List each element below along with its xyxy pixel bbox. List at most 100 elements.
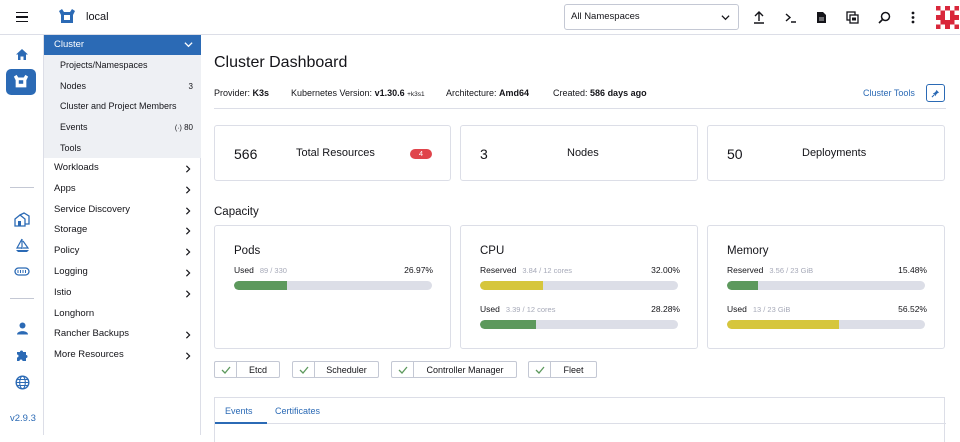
cpu-capacity-card: CPU Reserved 3.84 / 12 cores 32.00% Used 3… [460, 225, 698, 349]
nav-item-logging[interactable]: Logging [54, 266, 88, 277]
import-yaml-icon[interactable] [751, 9, 767, 25]
nav-item-more-resources[interactable]: More Resources [54, 349, 124, 361]
fleet-icon[interactable] [12, 261, 32, 281]
active-tab-indicator [215, 422, 267, 424]
nav-group-label: Cluster [54, 39, 85, 50]
architecture-meta: Architecture: Amd64 [446, 88, 530, 98]
kubeconfig-file-icon[interactable] [813, 9, 829, 25]
chevron-right-icon [185, 248, 191, 256]
pods-capacity-card: Pods Used 89 / 330 26.97% [214, 225, 451, 349]
capacity-heading: Capacity [214, 206, 259, 218]
rail-divider [10, 298, 34, 299]
memory-used-label: Used 13 / 23 GiB [727, 304, 791, 314]
nav-item-cluster-project-members[interactable]: Cluster and Project Members [60, 101, 177, 111]
total-resources-count: 566 [234, 146, 258, 162]
nav-item-nodes[interactable]: Nodes [60, 81, 87, 91]
scheduler-status[interactable]: Scheduler [292, 361, 379, 378]
total-resources-label: Total Resources [296, 147, 375, 159]
nav-item-storage[interactable]: Storage [54, 224, 88, 236]
check-icon [215, 362, 237, 377]
side-navigation: Cluster Projects/Namespaces Nodes 3 Clus… [44, 35, 201, 435]
nodes-label: Nodes [567, 147, 599, 159]
app-icon-rail: v2.9.3 [0, 35, 44, 435]
check-icon [293, 362, 315, 377]
pin-button[interactable] [926, 84, 945, 102]
nav-group-cluster[interactable]: Cluster [44, 35, 201, 55]
memory-reserved-label: Reserved 3.56 / 23 GiB [727, 265, 814, 275]
copy-kubeconfig-icon[interactable] [844, 9, 860, 25]
cluster-subnav: Projects/Namespaces Nodes 3 Cluster and … [44, 55, 201, 158]
divider [214, 108, 946, 109]
nav-item-workloads[interactable]: Workloads [54, 162, 99, 173]
memory-capacity-card: Memory Reserved 3.56 / 23 GiB 15.48% Used… [707, 225, 945, 349]
created-meta: Created: 586 days ago [553, 88, 647, 98]
nodes-card[interactable]: 3 Nodes [460, 125, 698, 181]
deployments-count: 50 [727, 146, 743, 162]
chevron-down-icon [721, 15, 730, 21]
nav-item-policy[interactable]: Policy [54, 245, 80, 257]
search-icon[interactable] [876, 9, 892, 25]
provider-meta: Provider: K3s [214, 88, 270, 98]
pods-title: Pods [234, 245, 261, 257]
kube-icon[interactable] [57, 7, 77, 27]
namespace-select[interactable]: All Namespaces [564, 4, 739, 30]
pods-used-label: Used 89 / 330 [234, 265, 287, 275]
scheduler-label: Scheduler [326, 364, 367, 375]
namespaced-icon: (·) [174, 125, 182, 132]
nav-item-service-discovery[interactable]: Service Discovery [54, 203, 131, 215]
chevron-right-icon [185, 227, 191, 236]
check-icon [529, 362, 551, 377]
etcd-status[interactable]: Etcd [214, 361, 280, 378]
menu-icon[interactable] [8, 7, 36, 27]
warning-badge: 4 [410, 149, 432, 159]
nav-item-istio[interactable]: Istio [54, 286, 72, 298]
nav-item-rancher-backups[interactable]: Rancher Backups [54, 328, 129, 340]
chevron-right-icon [185, 352, 191, 360]
extensions-icon[interactable] [12, 345, 32, 365]
memory-reserved-percent: 15.48% [898, 265, 927, 275]
kubectl-shell-icon[interactable] [782, 9, 798, 25]
nav-item-projects-namespaces[interactable]: Projects/Namespaces [60, 60, 148, 70]
users-icon[interactable] [12, 318, 32, 338]
nav-item-tools[interactable]: Tools [60, 143, 82, 153]
chevron-right-icon [185, 206, 191, 215]
controller-manager-status[interactable]: Controller Manager [391, 361, 517, 378]
events-count: (·) 80 [174, 123, 193, 132]
namespace-select-value: All Namespaces [571, 11, 640, 22]
chevron-right-icon [185, 269, 191, 277]
apps-sail-icon[interactable] [12, 235, 32, 255]
tab-events[interactable]: Events [225, 406, 253, 416]
more-vert-icon[interactable] [905, 9, 921, 25]
global-settings-icon[interactable] [12, 372, 32, 392]
memory-used-percent: 56.52% [898, 304, 927, 314]
tab-divider [215, 423, 946, 424]
cpu-used-label: Used 3.39 / 12 cores [480, 304, 556, 314]
top-header: local All Namespaces [0, 0, 960, 35]
version-label[interactable]: v2.9.3 [10, 413, 36, 424]
chevron-right-icon [185, 290, 191, 298]
cpu-reserved-percent: 32.00% [651, 265, 680, 275]
tab-certificates[interactable]: Certificates [275, 406, 321, 416]
cpu-title: CPU [480, 245, 505, 257]
kubernetes-version-meta: Kubernetes Version: v1.30.6 +k3s1 [291, 88, 425, 98]
chevron-right-icon [185, 165, 191, 173]
home-icon[interactable] [12, 44, 32, 64]
nav-item-apps[interactable]: Apps [54, 182, 76, 194]
cluster-tools-link[interactable]: Cluster Tools [863, 88, 915, 98]
nav-item-longhorn[interactable]: Longhorn [54, 307, 95, 319]
pods-used-bar [234, 281, 432, 290]
fleet-status[interactable]: Fleet [528, 361, 597, 378]
events-tabs: Events Certificates [214, 397, 946, 442]
nav-item-events[interactable]: Events [60, 122, 88, 132]
cluster-name[interactable]: local [86, 11, 109, 23]
cluster-explorer-icon[interactable] [6, 69, 36, 95]
nodes-count-value: 3 [480, 146, 488, 162]
memory-used-bar [727, 320, 925, 329]
cpu-used-bar [480, 320, 678, 329]
deployments-card[interactable]: 50 Deployments [707, 125, 945, 181]
total-resources-card[interactable]: 566 Total Resources 4 [214, 125, 451, 181]
cluster-management-icon[interactable] [12, 209, 32, 229]
rail-divider [10, 187, 34, 188]
user-avatar[interactable] [935, 6, 960, 29]
pods-used-percent: 26.97% [404, 265, 433, 275]
